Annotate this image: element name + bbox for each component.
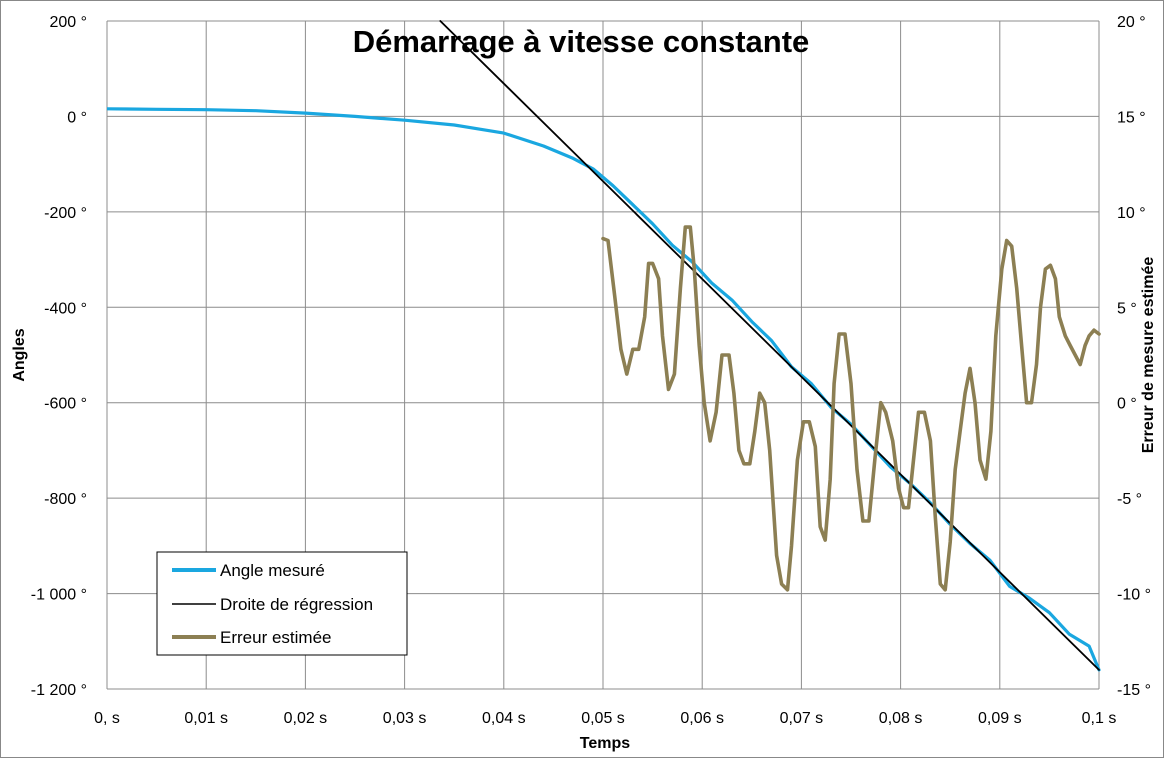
y-axis-title: Angles [11,328,28,381]
x-tick-label: 0,07 s [780,710,824,727]
x-tick-label: 0,1 s [1082,710,1117,727]
y-tick-label: -1 000 ° [31,587,87,604]
x-tick-label: 0,02 s [284,710,328,727]
y-tick-label: 0 ° [67,109,87,126]
regression-series-line [439,20,1100,671]
x-tick-label: 0,06 s [680,710,724,727]
y2-axis-title: Erreur de mesure estimée [1140,257,1157,454]
x-tick-label: 0,03 s [383,710,427,727]
x-tick-label: 0,04 s [482,710,526,727]
x-tick-label: 0, s [94,710,120,727]
y2-tick-label: 5 ° [1117,300,1137,317]
x-tick-label: 0,05 s [581,710,625,727]
series-layer [107,20,1101,672]
y-tick-label: -400 ° [44,300,87,317]
y-tick-label: 200 ° [49,14,87,31]
y2-tick-label: -15 ° [1117,682,1151,699]
y-tick-label: -800 ° [44,491,87,508]
x-tick-label: 0,08 s [879,710,923,727]
y-tick-label: -600 ° [44,396,87,413]
legend-label-regression: Droite de régression [220,595,373,614]
y2-tick-label: 0 ° [1117,396,1137,413]
y2-tick-label: -5 ° [1117,491,1142,508]
y-tick-label: -1 200 ° [31,682,87,699]
grid-layer [106,20,1100,690]
x-tick-label: 0,09 s [978,710,1022,727]
x-tick-label: 0,01 s [184,710,228,727]
y2-tick-label: -10 ° [1117,587,1151,604]
tick-label-layer: 0, s 0,01 s 0,02 s 0,03 s 0,04 s 0,05 s 0,06 s… [31,14,1151,727]
x-axis-title: Temps [580,735,630,752]
chart-title: Démarrage à vitesse constante [353,24,810,59]
legend-label-error: Erreur estimée [220,628,331,647]
angle-series-line [107,107,1101,672]
y2-tick-label: 15 ° [1117,109,1146,126]
legend-label-angle: Angle mesuré [220,561,325,580]
y2-tick-label: 20 ° [1117,14,1146,31]
y-tick-label: -200 ° [44,205,87,222]
error-series-line [601,225,1101,592]
y2-tick-label: 10 ° [1117,205,1146,222]
legend: Angle mesuré Droite de régression Erreur… [156,551,408,656]
